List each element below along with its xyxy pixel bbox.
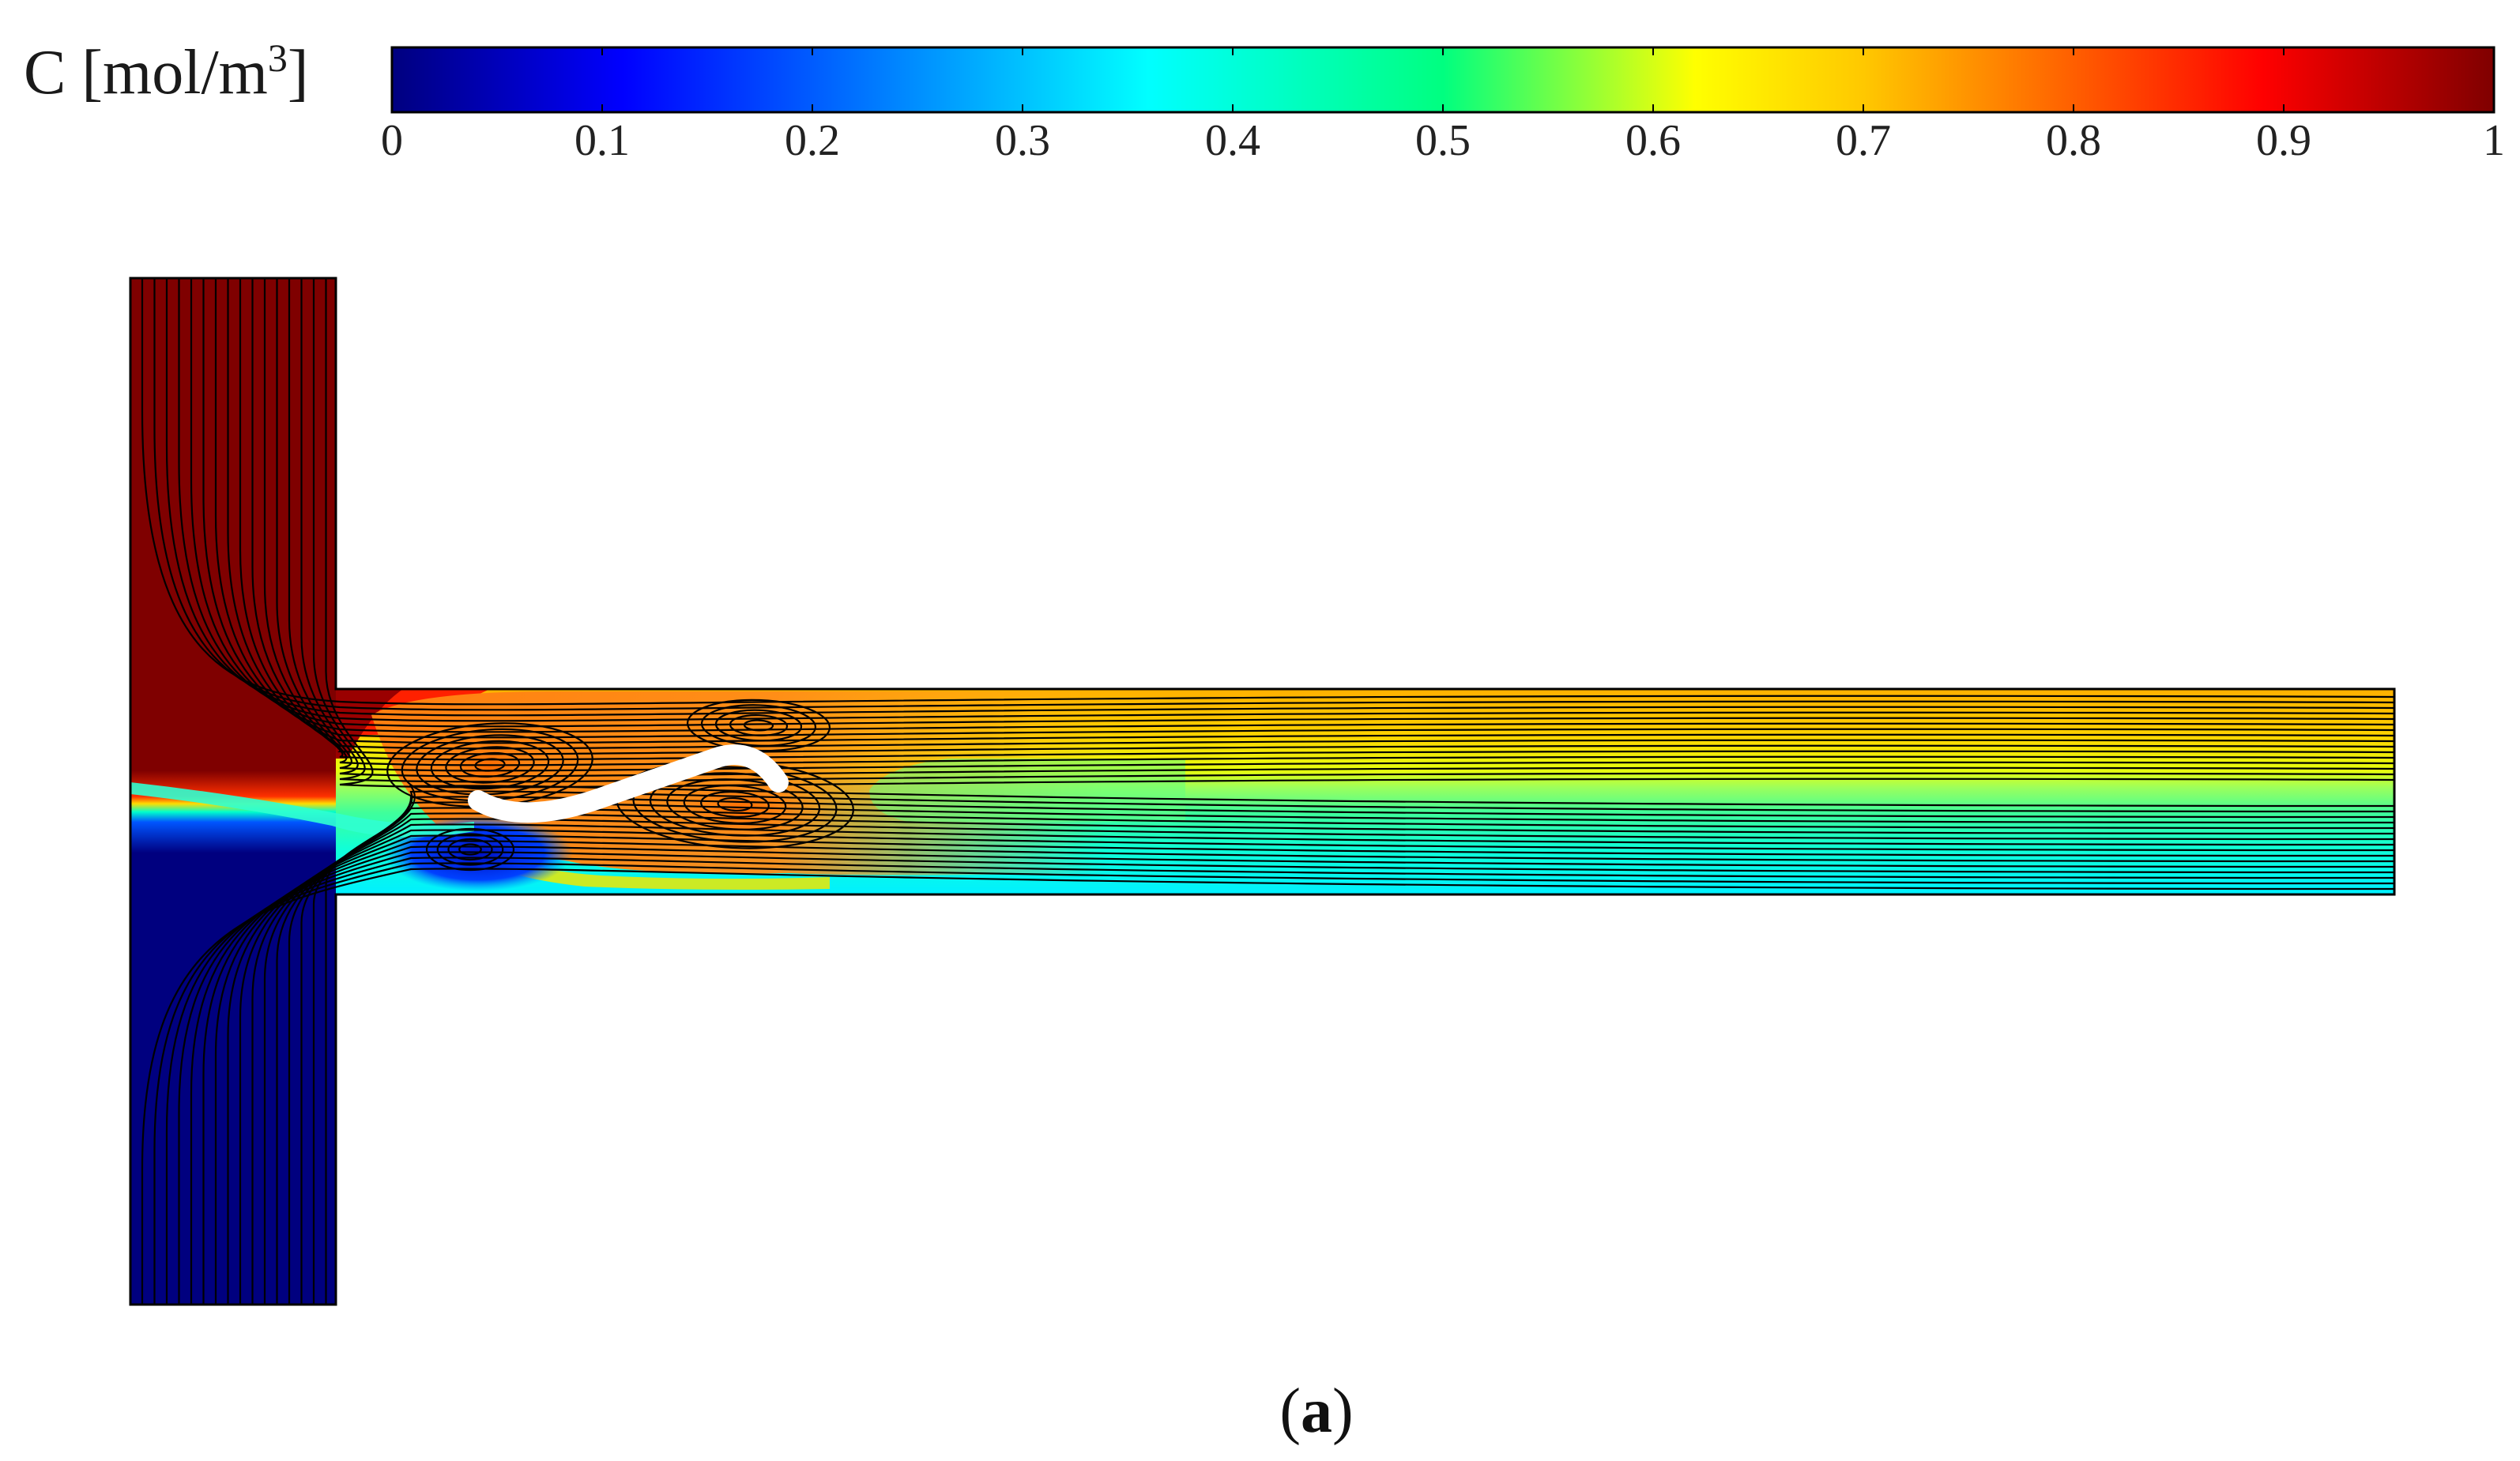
colorbar-tick-label: 1 xyxy=(2483,116,2505,165)
colorbar-title-prefix: C [mol/m xyxy=(24,38,268,107)
vortex-streamline xyxy=(729,714,789,736)
colorbar-tick-label: 0.1 xyxy=(574,116,630,165)
colorbar-tick-label: 0.7 xyxy=(1836,116,1891,165)
vortex-streamline xyxy=(425,827,515,872)
colorbar-tick-label: 0.9 xyxy=(2256,116,2311,165)
vortex-streamline xyxy=(458,843,482,856)
vortex-streamline xyxy=(700,704,817,747)
vortex-streamline xyxy=(447,838,493,861)
streamline xyxy=(153,862,2394,1305)
streamline xyxy=(227,278,2394,744)
colorbar-tick-label: 0.8 xyxy=(2046,116,2101,165)
streamline xyxy=(214,834,2394,1305)
streamline xyxy=(190,278,2394,728)
vortex-streamline xyxy=(459,751,521,778)
streamline xyxy=(227,829,2394,1305)
colorbar-tick-label: 0 xyxy=(381,116,403,165)
colorbar-tick-label: 0.3 xyxy=(995,116,1050,165)
streamline xyxy=(239,278,2394,750)
streamline xyxy=(239,823,2394,1305)
streamline xyxy=(288,278,2394,772)
streamline xyxy=(178,278,2394,722)
s-shaped-baffle xyxy=(468,744,789,823)
colorbar-tick-label: 0.5 xyxy=(1415,116,1471,165)
vortex-streamline xyxy=(649,772,821,837)
colorbar-title-suffix: ] xyxy=(288,38,309,107)
panel-label-letter: a xyxy=(1301,1376,1332,1446)
colorbar: C [mol/m3] 0 0.1 0.2 0.3 0.4 0.5 0.6 0.7 0.8 0.9 1 xyxy=(24,36,2505,165)
streamline xyxy=(325,785,2394,1305)
vortex-streamline xyxy=(436,833,504,866)
streamline xyxy=(202,278,2394,733)
streamlines xyxy=(141,278,2394,1305)
streamline xyxy=(165,857,2394,1305)
streamline xyxy=(141,868,2394,1305)
vortex-streamline xyxy=(717,796,753,812)
panel-label-close: ) xyxy=(1332,1376,1354,1446)
vortex-streamline xyxy=(632,766,838,843)
vortex-streamline xyxy=(714,709,803,742)
vortex-streamline xyxy=(666,778,804,830)
streamline xyxy=(178,851,2394,1305)
flow-domain xyxy=(130,278,2394,1305)
colorbar-tick-label: 0.4 xyxy=(1205,116,1260,165)
streamline xyxy=(141,278,2394,706)
vortex-streamline xyxy=(474,758,506,772)
vortex-streamline xyxy=(416,734,564,796)
colorbar-gradient xyxy=(390,46,2496,114)
colorbar-title-superscript: 3 xyxy=(268,36,288,80)
vortex-streamline xyxy=(445,746,535,784)
panel-label-open: ( xyxy=(1279,1376,1301,1446)
interface-layer xyxy=(130,782,474,838)
vortex-streamline xyxy=(700,791,770,818)
streamline xyxy=(165,278,2394,717)
streamline xyxy=(312,278,2394,783)
colorbar-title: C [mol/m3] xyxy=(24,36,309,107)
colorbar-tick-label: 0.6 xyxy=(1625,116,1681,165)
streamline xyxy=(300,278,2394,778)
panel-label: (a) xyxy=(1279,1376,1353,1446)
vortex-streamline xyxy=(430,740,550,790)
streamline xyxy=(263,278,2394,761)
streamline xyxy=(276,278,2394,766)
vortex-streamline xyxy=(743,719,774,732)
colorbar-ticks: 0 0.1 0.2 0.3 0.4 0.5 0.6 0.7 0.8 0.9 1 xyxy=(381,47,2505,165)
colorbar-tick-label: 0.2 xyxy=(785,116,840,165)
vortex-streamline xyxy=(683,785,787,824)
streamline xyxy=(153,278,2394,711)
streamline xyxy=(190,845,2394,1305)
green-band xyxy=(869,759,1185,822)
streamline xyxy=(251,278,2394,755)
domain-outline xyxy=(129,277,2396,1306)
streamline xyxy=(202,840,2394,1305)
streamline xyxy=(214,278,2394,739)
